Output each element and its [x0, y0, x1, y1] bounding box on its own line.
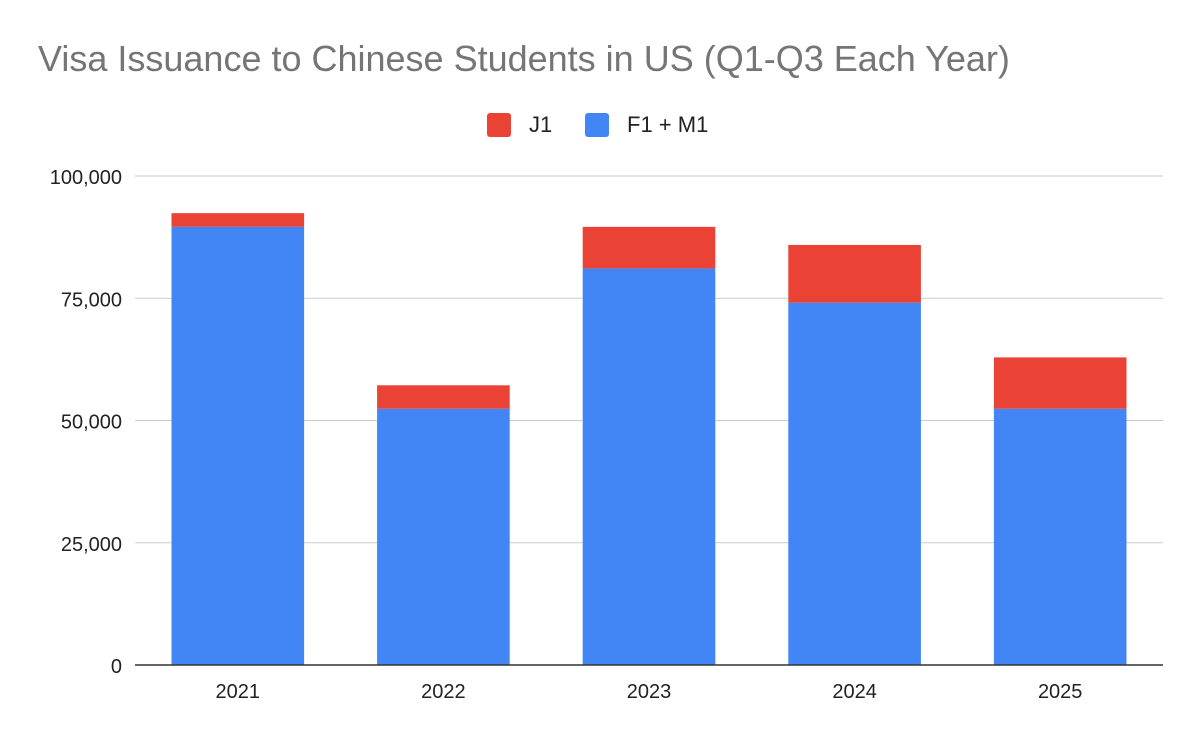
legend-swatch-j1 — [487, 113, 511, 137]
y-tick-label: 0 — [111, 656, 122, 678]
y-tick-label: 100,000 — [50, 167, 122, 189]
bars — [171, 213, 1127, 665]
bar-f1-m1-2025 — [993, 408, 1127, 665]
chart-title: Visa Issuance to Chinese Students in US … — [38, 38, 1010, 79]
x-tick-label: 2024 — [832, 681, 877, 703]
legend: J1 F1 + M1 — [0, 110, 1200, 140]
y-tick-label: 75,000 — [61, 289, 122, 311]
legend-label-f1-m1: F1 + M1 — [627, 112, 709, 137]
bar-f1-m1-2021 — [171, 226, 305, 665]
bar-j1-2024 — [788, 244, 921, 303]
y-tick-label: 25,000 — [61, 534, 122, 556]
bar-f1-m1-2022 — [377, 408, 510, 665]
legend-swatch-f1-m1 — [585, 113, 609, 137]
bar-j1-2022 — [377, 385, 510, 409]
bar-j1-2023 — [582, 226, 716, 269]
legend-item-j1: J1 — [487, 110, 552, 140]
x-tick-label: 2023 — [627, 681, 672, 703]
legend-label-j1: J1 — [529, 112, 553, 137]
x-tick-label: 2021 — [216, 681, 261, 703]
axes: 0 25,000 50,000 75,000 100,000 2021 2022 2023 20… — [50, 167, 1163, 703]
x-tick-label: 2025 — [1038, 681, 1083, 703]
bar-j1-2021 — [171, 213, 305, 227]
y-tick-label: 50,000 — [61, 412, 122, 434]
bar-f1-m1-2024 — [788, 302, 921, 665]
bar-j1-2025 — [993, 357, 1127, 409]
legend-item-f1-m1: F1 + M1 — [585, 110, 708, 140]
x-tick-label: 2022 — [421, 681, 466, 703]
bar-f1-m1-2023 — [582, 268, 716, 665]
